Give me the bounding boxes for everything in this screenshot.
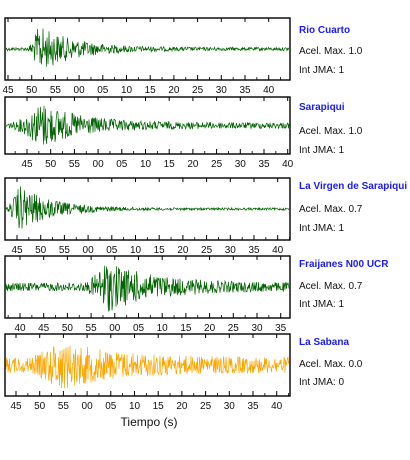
jma-intensity-label: Int JMA: 1 [299, 65, 345, 76]
panel-frame [4, 96, 291, 155]
x-tick-label: 15 [180, 323, 192, 334]
jma-intensity-label: Int JMA: 1 [299, 299, 345, 310]
x-tick-label: 25 [192, 85, 204, 96]
x-tick-label: 55 [69, 159, 81, 170]
waveform-trace [5, 28, 290, 67]
accel-max-label: Acel. Max. 1.0 [299, 126, 363, 137]
x-tick-label: 10 [129, 401, 141, 412]
x-tick-label: 45 [10, 401, 22, 412]
waveform-trace [5, 345, 290, 389]
x-tick-label: 30 [224, 401, 236, 412]
x-tick-label: 00 [83, 245, 95, 256]
x-tick-label: 25 [201, 245, 213, 256]
x-tick-label: 05 [116, 159, 128, 170]
x-tick-label: 05 [106, 245, 118, 256]
x-tick-label: 00 [93, 159, 105, 170]
x-tick-label: 40 [263, 85, 275, 96]
x-tick-label: 35 [239, 85, 251, 96]
x-tick-label: 40 [14, 323, 26, 334]
jma-intensity-label: Int JMA: 0 [299, 377, 345, 388]
x-tick-label: 40 [271, 401, 283, 412]
waveform-trace [5, 186, 290, 229]
x-tick-label: 10 [140, 159, 152, 170]
x-tick-label: 50 [34, 401, 46, 412]
x-tick-label: 15 [154, 245, 166, 256]
x-tick-label: 45 [21, 159, 33, 170]
x-tick-label: 40 [272, 245, 284, 256]
waveform-trace [5, 265, 290, 312]
accel-max-label: Acel. Max. 0.7 [299, 204, 363, 215]
x-tick-label: 10 [121, 85, 133, 96]
x-tick-label: 05 [105, 401, 117, 412]
x-tick-label: 50 [26, 85, 38, 96]
station-name: La Virgen de Sarapiqui [299, 181, 408, 192]
accel-max-label: Acel. Max. 0.7 [299, 281, 363, 292]
x-tick-label: 55 [86, 323, 98, 334]
x-tick-label: 15 [153, 401, 165, 412]
station-name: La Sabana [299, 337, 350, 348]
x-tick-label: 20 [177, 245, 189, 256]
x-tick-label: 30 [251, 323, 263, 334]
x-tick-label: 55 [58, 401, 70, 412]
x-tick-label: 30 [216, 85, 228, 96]
x-tick-label: 50 [45, 159, 57, 170]
x-tick-label: 30 [235, 159, 247, 170]
waveform-trace [5, 105, 290, 145]
x-tick-label: 55 [50, 85, 62, 96]
station-name: Fraijanes N00 UCR [299, 259, 389, 270]
x-tick-label: 05 [133, 323, 145, 334]
x-tick-label: 45 [2, 85, 14, 96]
x-tick-label: 20 [204, 323, 216, 334]
x-tick-label: 45 [11, 245, 23, 256]
x-tick-label: 00 [74, 85, 86, 96]
x-tick-label: 45 [38, 323, 50, 334]
x-tick-label: 20 [168, 85, 180, 96]
x-tick-label: 20 [176, 401, 188, 412]
x-tick-label: 25 [200, 401, 212, 412]
x-tick-label: 00 [109, 323, 121, 334]
station-name: Sarapiqui [299, 102, 345, 113]
panel-frame [4, 17, 291, 81]
x-tick-label: 15 [164, 159, 176, 170]
accel-max-label: Acel. Max. 0.0 [299, 359, 363, 370]
x-axis-label: Tiempo (s) [120, 415, 178, 429]
x-tick-label: 10 [157, 323, 169, 334]
x-tick-label: 05 [97, 85, 109, 96]
x-tick-label: 20 [187, 159, 199, 170]
x-tick-label: 35 [247, 401, 259, 412]
x-tick-label: 55 [59, 245, 71, 256]
x-tick-label: 35 [275, 323, 287, 334]
x-tick-label: 25 [211, 159, 223, 170]
x-tick-label: 40 [282, 159, 294, 170]
jma-intensity-label: Int JMA: 1 [299, 223, 345, 234]
station-name: Rio Cuarto [299, 25, 351, 36]
x-tick-label: 35 [248, 245, 260, 256]
jma-intensity-label: Int JMA: 1 [299, 145, 345, 156]
accel-max-label: Acel. Max. 1.0 [299, 46, 363, 57]
x-tick-label: 35 [258, 159, 270, 170]
panel-frame [4, 255, 291, 319]
x-tick-label: 00 [82, 401, 94, 412]
x-tick-label: 15 [145, 85, 157, 96]
panel-frame [4, 333, 291, 397]
x-tick-label: 50 [35, 245, 47, 256]
x-tick-label: 10 [130, 245, 142, 256]
x-tick-label: 50 [62, 323, 74, 334]
x-tick-label: 30 [225, 245, 237, 256]
x-tick-label: 25 [228, 323, 240, 334]
